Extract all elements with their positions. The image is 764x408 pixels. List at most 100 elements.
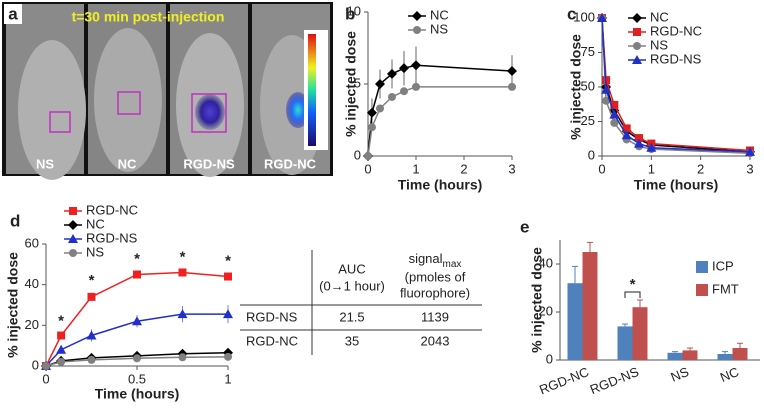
- marker: [86, 330, 97, 340]
- x-tick-label: 1: [224, 371, 231, 386]
- legend-label: ICP: [712, 258, 734, 273]
- image-caption: NC: [118, 156, 137, 171]
- y-tick-label: 20: [25, 317, 39, 332]
- panel-label: b: [345, 4, 355, 23]
- legend-label: RGD-NS: [650, 51, 702, 66]
- legend-marker: [412, 11, 422, 21]
- legend-marker: [69, 207, 77, 215]
- error-bar: [687, 347, 693, 351]
- legend-label: NC: [86, 216, 105, 231]
- x-axis-label: Time (hours): [398, 177, 483, 193]
- y-tick-label: 20: [539, 303, 553, 318]
- bar: [582, 252, 598, 360]
- y-tick-label: 75: [581, 44, 595, 59]
- table-cell: 21.5: [339, 309, 364, 324]
- legend-label: NC: [430, 7, 449, 22]
- marker: [411, 60, 421, 71]
- legend-marker: [632, 55, 642, 64]
- y-tick-label: 40: [539, 255, 553, 270]
- x-tick-label: 0: [42, 371, 49, 386]
- table-header: fluorophore): [400, 285, 470, 300]
- y-axis-label: % injected dose: [5, 252, 21, 358]
- legend-label: RGD-NC: [86, 202, 138, 217]
- legend-marker: [632, 13, 642, 23]
- bar: [617, 326, 633, 360]
- table-cell: RGD-NC: [246, 333, 298, 348]
- bar: [567, 283, 583, 360]
- error-bar: [737, 342, 743, 348]
- marker: [507, 66, 517, 77]
- annotation: *: [180, 248, 186, 265]
- significance-bracket: [624, 291, 641, 298]
- y-tick-label: 0: [588, 147, 595, 162]
- legend-label: NS: [86, 244, 104, 259]
- header-text: signal: [409, 251, 443, 266]
- marker: [745, 146, 755, 156]
- marker: [56, 344, 67, 354]
- table-header: AUC: [338, 261, 365, 276]
- marker: [133, 354, 141, 363]
- marker: [364, 152, 372, 160]
- table: AUC (0→1 hour) signalmax (pmoles of fluo…: [240, 250, 482, 355]
- marker: [601, 84, 612, 94]
- marker: [622, 124, 631, 133]
- marker: [366, 107, 377, 118]
- panel-label: e: [520, 217, 529, 236]
- series-line: [45, 271, 229, 367]
- y-tick-label: 60: [25, 235, 39, 250]
- bar: [667, 352, 683, 360]
- marker: [621, 130, 632, 140]
- x-tick-label: 3: [508, 161, 515, 176]
- marker: [178, 268, 187, 277]
- x-tick-label: 1: [412, 161, 419, 176]
- error-bar: [672, 351, 678, 353]
- marker: [375, 79, 385, 89]
- bar: [732, 348, 748, 360]
- header-subscript: max: [443, 259, 462, 270]
- y-tick-label: 25: [581, 113, 595, 128]
- marker: [388, 92, 396, 101]
- x-tick-label: 0: [598, 161, 605, 176]
- marker: [178, 353, 187, 362]
- y-tick-label: 100: [573, 9, 595, 24]
- x-axis-label: Time (hours): [634, 177, 719, 193]
- error-bar: [722, 351, 728, 354]
- marker: [224, 272, 232, 281]
- x-tick-label: RGD-NS: [588, 364, 641, 397]
- marker: [387, 68, 397, 79]
- legend-label: NS: [650, 37, 668, 52]
- marker: [610, 100, 619, 109]
- table-cell: 2043: [421, 333, 450, 348]
- legend-marker: [633, 28, 641, 36]
- panel-label: a: [8, 4, 18, 23]
- legend-marker: [413, 26, 421, 34]
- annotation: *: [225, 252, 231, 269]
- x-tick-label: 2: [460, 161, 467, 176]
- x-tick-label: 3: [746, 161, 753, 176]
- marker: [42, 362, 50, 370]
- marker: [400, 87, 408, 96]
- y-tick-label: 40: [25, 276, 39, 291]
- x-tick-label: 2: [697, 161, 704, 176]
- legend-swatch: [696, 261, 708, 273]
- legend-label: NC: [650, 9, 669, 24]
- annotation: *: [89, 272, 95, 289]
- y-axis-label: % injected dose: [343, 31, 359, 137]
- legend-label: RGD-NS: [86, 230, 138, 245]
- panel-label: d: [10, 211, 20, 230]
- y-tick-label: 0: [354, 147, 361, 162]
- legend-marker: [68, 220, 78, 230]
- y-axis-label: % injected dose: [529, 247, 545, 353]
- error-bar: [637, 299, 643, 308]
- image-caption: NS: [36, 156, 54, 171]
- image-title: t=30 min post-injection: [72, 9, 225, 25]
- marker: [87, 355, 96, 364]
- marker: [412, 82, 420, 91]
- marker: [609, 109, 620, 119]
- marker: [646, 142, 657, 152]
- marker: [367, 123, 376, 132]
- marker: [602, 96, 611, 105]
- marker: [57, 331, 66, 340]
- annotation: *: [134, 250, 140, 267]
